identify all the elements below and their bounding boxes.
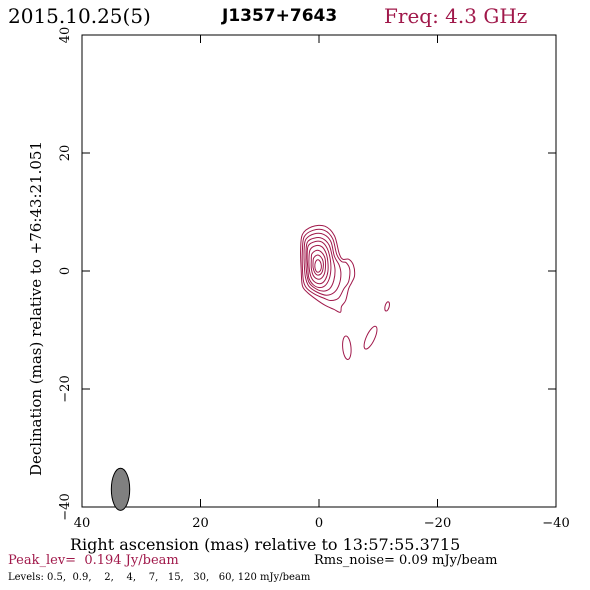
rms-noise: Rms_noise= 0.09 mJy/beam [314, 553, 498, 568]
contour-level-8 [314, 259, 322, 273]
contour-level-1 [301, 228, 351, 302]
x-tick-label-3: −20 [424, 516, 451, 531]
contour-level-0 [300, 224, 356, 313]
y-tick-label-2: 0 [58, 267, 73, 275]
observation-date: 2015.10.25(5) [8, 4, 151, 28]
contour-blob-0 [342, 335, 352, 360]
contour-level-4 [306, 240, 332, 289]
y-tick-label-3: 20 [58, 145, 73, 162]
y-tick-label-4: 40 [58, 27, 73, 44]
contour-level-2 [303, 232, 342, 296]
beam-shape [110, 467, 131, 511]
contour-blob-1 [363, 325, 378, 350]
x-tick-label-0: 40 [74, 516, 91, 531]
x-tick-label-2: 0 [315, 516, 323, 531]
contour-level-7 [312, 254, 324, 276]
x-tick-labels: 40 20 0 −20 −40 [74, 516, 570, 531]
y-tick-label-0: −40 [58, 493, 73, 520]
peak-level: Peak_lev= 0.194 Jy/beam [8, 553, 179, 568]
frequency-label: Freq: 4.3 GHz [384, 4, 528, 28]
y-tick-label-1: −20 [58, 375, 73, 402]
contour-level-6 [310, 249, 327, 280]
contour-levels: Levels: 0.5, 0.9, 2, 4, 7, 15, 30, 60, 1… [8, 572, 311, 583]
contour-lines [300, 224, 390, 360]
x-tick-label-4: −40 [542, 516, 569, 531]
y-axis-label: Declination (mas) relative to +76:43:21.… [27, 141, 45, 476]
y-tick-labels: −40 −20 0 20 40 [58, 27, 73, 521]
plot-header: 2015.10.25(5) J1357+7643 Freq: 4.3 GHz [0, 2, 590, 28]
contour-level-3 [305, 237, 336, 292]
source-name: J1357+7643 [222, 6, 338, 26]
x-axis-label: Right ascension (mas) relative to 13:57:… [70, 535, 460, 554]
x-tick-label-1: 20 [192, 516, 209, 531]
contour-blob-2 [384, 301, 390, 312]
contour-level-5 [308, 244, 329, 285]
plot-frame [81, 34, 557, 508]
beam-ellipse [110, 467, 131, 511]
axis-ticks [81, 34, 557, 508]
